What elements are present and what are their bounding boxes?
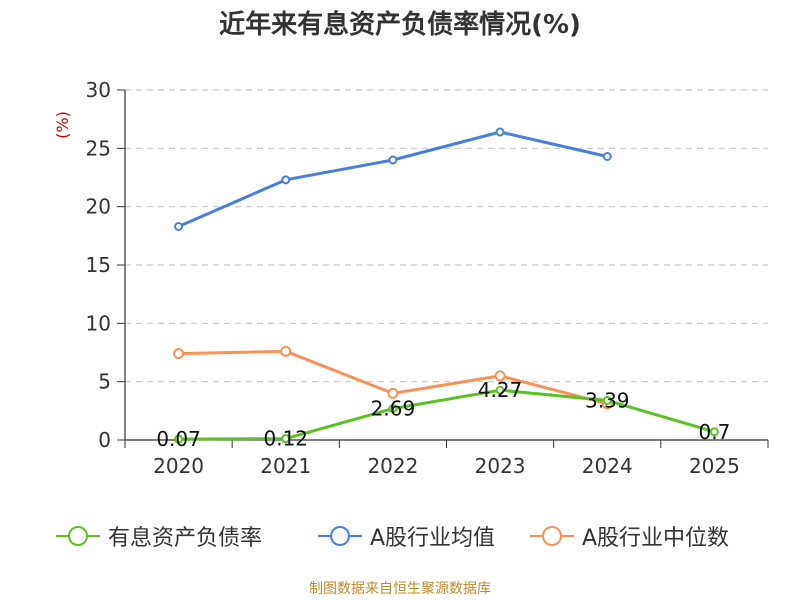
- legend-item-interest-debt-ratio[interactable]: 有息资产负债率: [56, 520, 262, 552]
- legend-label: 有息资产负债率: [108, 526, 263, 551]
- y-axis-unit-label: (%): [53, 111, 72, 139]
- legend-label: A股行业均值: [370, 526, 496, 551]
- data-labels: 0.07 0.12 2.69 4.27 3.39 0.7: [156, 378, 730, 451]
- series-line: [178, 388, 715, 441]
- data-point: [388, 155, 398, 165]
- x-tick-label: 2024: [582, 454, 633, 478]
- y-tick-label: 10: [86, 311, 111, 335]
- data-label: 0.07: [156, 427, 201, 451]
- data-point: [281, 434, 291, 444]
- data-point: [387, 387, 399, 399]
- legend-marker-interest-debt-ratio: [56, 526, 100, 546]
- data-point: [280, 345, 292, 357]
- data-point: [173, 348, 185, 360]
- legend-item-industry-median[interactable]: A股行业中位数: [530, 520, 729, 552]
- gridlines: [125, 89, 768, 383]
- series-lines: [173, 127, 719, 444]
- data-point: [602, 152, 612, 161]
- x-tick-label: 2023: [475, 454, 526, 478]
- legend-marker-industry-mean: [318, 526, 362, 546]
- x-tick-label: 2021: [260, 454, 311, 478]
- data-label: 3.39: [585, 388, 630, 412]
- y-tick-label: 30: [86, 78, 111, 102]
- data-point: [281, 175, 291, 185]
- data-label: 0.12: [263, 427, 308, 451]
- data-point: [388, 404, 398, 414]
- series-line: [177, 130, 608, 228]
- y-tick-label: 5: [98, 370, 111, 394]
- y-tick-label: 25: [86, 136, 111, 160]
- legend-marker-industry-median: [530, 526, 574, 546]
- data-label: 2.69: [371, 397, 416, 421]
- x-tick-label: 2025: [689, 454, 740, 478]
- source-note: 制图数据来自恒生聚源数据库: [309, 581, 491, 597]
- data-point: [495, 385, 505, 395]
- y-tick-label: 15: [86, 253, 111, 277]
- data-point: [174, 222, 184, 231]
- chart-title: 近年来有息资产负债率情况(%): [219, 10, 581, 40]
- data-point: [495, 127, 505, 137]
- data-point: [709, 427, 719, 437]
- data-point: [602, 395, 612, 405]
- y-tick-label: 20: [86, 195, 111, 219]
- y-tick-label: 0: [98, 428, 111, 452]
- x-tick-label: 2020: [153, 454, 204, 478]
- data-point: [174, 434, 184, 444]
- legend-item-industry-mean[interactable]: A股行业均值: [318, 520, 495, 552]
- data-label: 4.27: [478, 378, 523, 402]
- x-tick-label: 2022: [367, 454, 418, 478]
- data-label: 0.7: [699, 420, 731, 444]
- legend-label: A股行业中位数: [582, 526, 730, 551]
- data-point: [494, 370, 506, 382]
